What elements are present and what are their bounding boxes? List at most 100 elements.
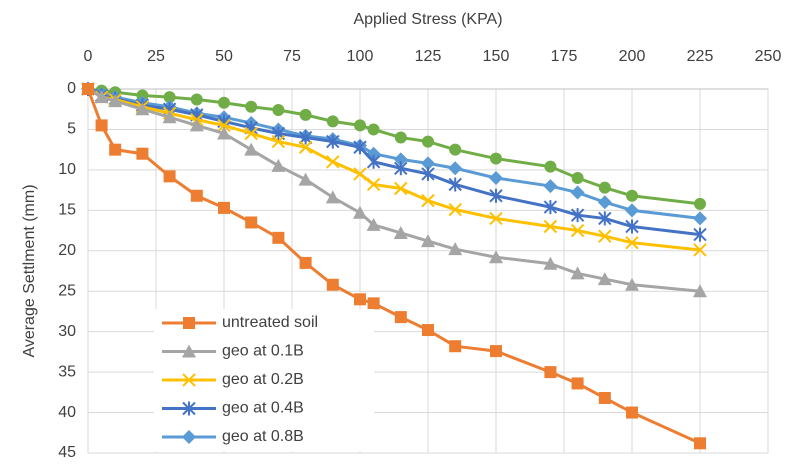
legend-label: geo at 0.1B bbox=[222, 343, 304, 360]
y-tick-label: 20 bbox=[58, 242, 76, 259]
marker bbox=[598, 211, 612, 226]
y-tick-label: 25 bbox=[58, 282, 76, 299]
marker bbox=[544, 160, 557, 173]
marker bbox=[448, 177, 462, 192]
marker bbox=[570, 208, 585, 223]
marker bbox=[543, 256, 558, 270]
marker bbox=[597, 272, 612, 286]
marker bbox=[272, 231, 285, 244]
marker bbox=[694, 437, 706, 450]
marker bbox=[597, 195, 612, 210]
marker bbox=[299, 256, 312, 269]
marker bbox=[625, 219, 639, 234]
marker bbox=[625, 277, 639, 291]
y-tick-label: 15 bbox=[58, 202, 76, 219]
marker bbox=[422, 324, 434, 337]
marker bbox=[394, 161, 408, 176]
marker bbox=[421, 193, 435, 208]
x-tick-label: 100 bbox=[347, 48, 374, 65]
marker bbox=[448, 202, 462, 217]
marker bbox=[367, 123, 380, 136]
y-tick-label: 35 bbox=[58, 363, 76, 380]
series-line bbox=[87, 87, 701, 293]
marker bbox=[108, 94, 123, 108]
marker bbox=[244, 126, 258, 141]
marker bbox=[571, 171, 584, 184]
marker bbox=[298, 172, 313, 186]
marker bbox=[693, 211, 707, 226]
marker bbox=[489, 170, 503, 185]
y-axis-title: Average Settlment (mm) bbox=[21, 184, 38, 357]
y-tick-label: 40 bbox=[58, 404, 76, 421]
marker bbox=[625, 235, 639, 250]
legend-label: geo at 0.4B bbox=[222, 400, 304, 417]
marker bbox=[244, 142, 259, 156]
marker bbox=[271, 158, 286, 172]
marker bbox=[366, 217, 381, 231]
marker bbox=[449, 340, 462, 353]
marker bbox=[136, 89, 149, 102]
marker bbox=[489, 188, 503, 203]
marker bbox=[421, 234, 435, 248]
marker bbox=[272, 104, 285, 117]
marker bbox=[448, 242, 463, 256]
marker bbox=[422, 135, 434, 148]
marker bbox=[570, 223, 585, 238]
x-tick-label: 150 bbox=[483, 48, 510, 65]
marker bbox=[190, 93, 203, 106]
marker bbox=[489, 250, 503, 264]
marker bbox=[393, 152, 408, 167]
marker bbox=[298, 130, 313, 145]
marker bbox=[182, 344, 196, 358]
marker bbox=[82, 83, 94, 95]
x-tick-label: 50 bbox=[215, 48, 233, 65]
marker bbox=[217, 118, 231, 133]
marker bbox=[367, 297, 380, 310]
y-tick-label: 45 bbox=[58, 444, 76, 461]
marker bbox=[182, 401, 196, 416]
marker bbox=[218, 96, 230, 109]
marker bbox=[570, 266, 585, 280]
series-line bbox=[86, 88, 701, 445]
marker bbox=[182, 373, 196, 387]
marker bbox=[571, 377, 584, 390]
marker bbox=[598, 181, 611, 194]
x-tick-label: 25 bbox=[147, 48, 165, 65]
series-line bbox=[87, 87, 701, 252]
marker bbox=[448, 161, 463, 176]
series bbox=[81, 82, 707, 298]
x-tick-label: 250 bbox=[755, 48, 782, 65]
marker bbox=[394, 181, 408, 196]
marker bbox=[693, 243, 707, 257]
x-tick-label: 225 bbox=[687, 48, 714, 65]
marker bbox=[325, 190, 340, 204]
marker bbox=[135, 102, 150, 116]
marker bbox=[354, 293, 366, 306]
marker bbox=[353, 167, 367, 181]
x-tick-label: 125 bbox=[415, 48, 442, 65]
series bbox=[82, 83, 706, 210]
marker bbox=[366, 154, 381, 169]
marker bbox=[218, 201, 230, 214]
y-tick-label: 10 bbox=[58, 161, 76, 178]
marker bbox=[421, 156, 435, 171]
legend-label: untreated soil bbox=[222, 314, 318, 331]
legend-label: geo at 0.8B bbox=[222, 428, 304, 445]
marker bbox=[366, 177, 381, 192]
marker bbox=[189, 118, 204, 132]
marker bbox=[163, 170, 176, 183]
marker bbox=[543, 179, 558, 194]
marker bbox=[543, 219, 558, 234]
marker bbox=[421, 166, 435, 181]
y-tick-label: 0 bbox=[67, 80, 76, 97]
marker bbox=[694, 197, 706, 210]
marker bbox=[190, 189, 203, 202]
marker bbox=[217, 126, 231, 140]
marker bbox=[598, 229, 612, 243]
series-line bbox=[87, 87, 701, 237]
marker bbox=[570, 185, 585, 200]
marker bbox=[598, 391, 611, 404]
marker bbox=[271, 134, 286, 149]
marker bbox=[626, 406, 638, 419]
